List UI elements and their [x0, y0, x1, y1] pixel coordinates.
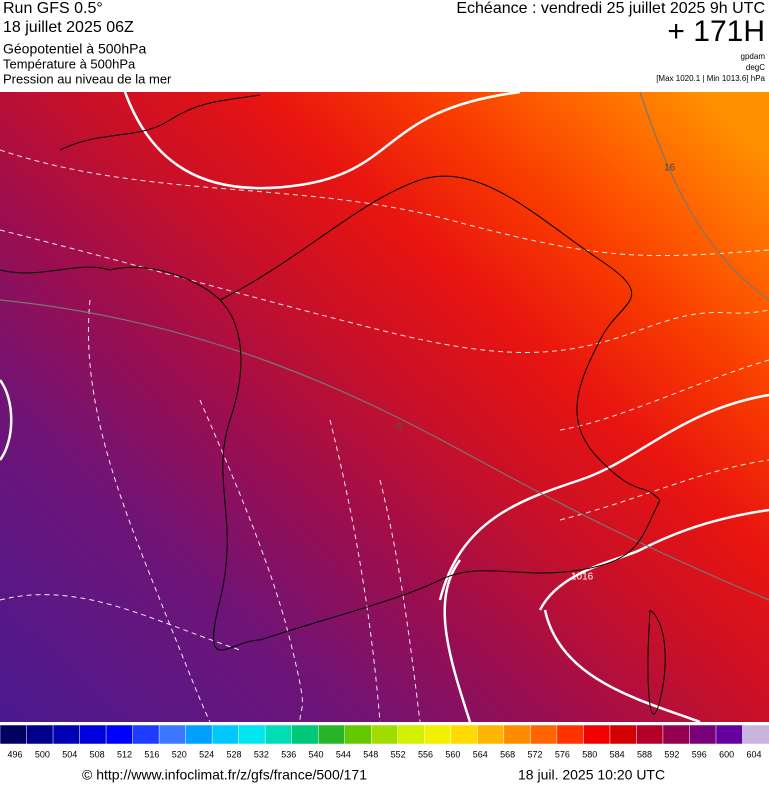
color-swatch [715, 724, 744, 745]
colorbar-label: 512 [117, 749, 132, 759]
colorbar-label: 584 [610, 749, 625, 759]
color-swatch [291, 724, 319, 745]
temperature-field [0, 92, 769, 722]
color-swatch [503, 724, 532, 745]
color-swatch [344, 724, 372, 745]
color-swatch [185, 724, 213, 745]
isotherms [0, 149, 769, 723]
colorbar-label: 564 [473, 749, 488, 759]
isobar-label: 1016 [571, 572, 594, 583]
color-swatch [424, 724, 452, 745]
colorbar-label: 500 [35, 749, 50, 759]
field-label: Pression au niveau de la mer [3, 71, 172, 86]
color-swatch [742, 724, 769, 745]
colorbar-label: 552 [391, 749, 406, 759]
colorbar-label: 540 [309, 749, 324, 759]
color-swatch [530, 724, 558, 745]
footer: © http://www.infoclimat.fr/z/gfs/france/… [82, 767, 665, 783]
colorbar-label: 528 [226, 749, 241, 759]
coastlines [0, 94, 666, 715]
colorbar-label: 560 [445, 749, 460, 759]
header: Run GFS 0.5° 18 juillet 2025 06Z Géopote… [3, 0, 766, 86]
colorbar-label: 596 [692, 749, 707, 759]
colorbar-label: 508 [90, 749, 105, 759]
color-swatch [26, 724, 54, 745]
unit: [Max 1020.1 | Min 1013.6] hPa [656, 74, 765, 83]
color-swatch [556, 724, 585, 745]
colorbar-label: 592 [664, 749, 679, 759]
colorbar-label: 516 [144, 749, 159, 759]
color-swatch [211, 724, 240, 745]
unit: gpdam [741, 52, 766, 61]
color-swatch [317, 724, 346, 745]
color-swatch [477, 724, 505, 745]
colorbar-label: 504 [62, 749, 77, 759]
field-label: Géopotentiel à 500hPa [3, 41, 146, 57]
contour-label: 16 [664, 163, 676, 174]
color-swatch [238, 724, 266, 745]
colorbar-label: 520 [172, 749, 187, 759]
colorbar-label: 604 [746, 749, 761, 759]
colorbar-label: 556 [418, 749, 433, 759]
render-date: 18 juil. 2025 10:20 UTC [518, 767, 665, 783]
colorbar-label: 588 [637, 749, 652, 759]
colorbar-label: 568 [500, 749, 515, 759]
source-url: © http://www.infoclimat.fr/z/gfs/france/… [82, 767, 367, 783]
color-swatch [450, 724, 479, 745]
color-swatch [132, 724, 160, 745]
color-swatch [583, 724, 611, 745]
map: 16 1016 -8 [0, 90, 769, 724]
color-swatch [105, 724, 134, 745]
colorbar: 496 500 504 508 512 516 520 524 528 532 536 540 544 5… [0, 724, 769, 759]
colorbar-label: 496 [7, 749, 22, 759]
color-swatch [636, 724, 664, 745]
lead-time: + 171H [667, 15, 765, 48]
unit: degC [746, 63, 765, 72]
contour-label: -8 [394, 421, 402, 431]
colorbar-label: 576 [555, 749, 570, 759]
color-swatch [79, 724, 107, 745]
colorbar-label: 600 [719, 749, 734, 759]
color-swatch [158, 724, 187, 745]
colorbar-label: 524 [199, 749, 214, 759]
colorbar-label: 536 [281, 749, 296, 759]
color-swatch [397, 724, 426, 745]
color-swatch [689, 724, 717, 745]
colorbar-label: 544 [336, 749, 351, 759]
run-title: Run GFS 0.5° [3, 0, 103, 17]
color-swatch [370, 724, 399, 745]
colorbar-label: 580 [582, 749, 597, 759]
color-swatch [0, 724, 28, 745]
colorbar-label: 572 [528, 749, 543, 759]
forecast-time: Echéance : vendredi 25 juillet 2025 9h U… [456, 0, 765, 17]
run-date: 18 juillet 2025 06Z [3, 19, 134, 36]
color-swatch [662, 724, 691, 745]
field-label: Température à 500hPa [3, 56, 136, 71]
color-swatch [52, 724, 81, 745]
color-swatch [264, 724, 293, 745]
colorbar-label: 548 [363, 749, 378, 759]
contours [0, 91, 769, 601]
color-swatch [609, 724, 638, 745]
colorbar-label: 532 [254, 749, 269, 759]
